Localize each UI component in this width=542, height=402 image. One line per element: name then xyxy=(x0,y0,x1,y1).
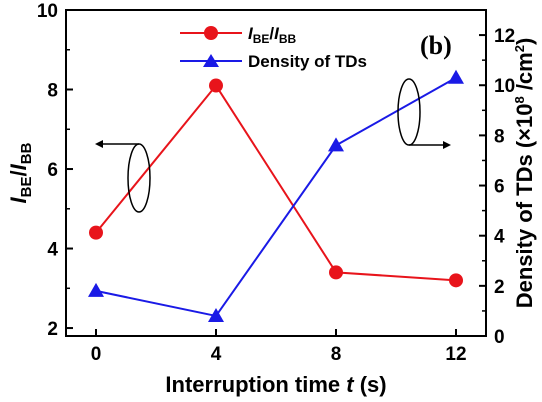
series-layer xyxy=(88,69,464,322)
x-tick-label: 0 xyxy=(91,344,102,365)
right-tick-label: 0 xyxy=(494,327,505,348)
data-point-density-tds xyxy=(448,69,464,84)
left-tick-label: 10 xyxy=(37,1,58,22)
series-line-density-tds xyxy=(95,76,457,318)
data-point-ibe-ibb xyxy=(209,78,223,93)
left-axis-title: IBE/IBB xyxy=(6,142,35,203)
legend-label-ibe-ibb: IBE/IBB xyxy=(248,24,297,46)
x-tick-label: 8 xyxy=(331,344,342,365)
left-pointer-arrowhead xyxy=(95,140,103,148)
left-axis-pointer-annotation xyxy=(95,140,151,213)
right-axis-pointer-annotation xyxy=(397,78,451,149)
legend-marker-triangle xyxy=(203,54,219,67)
right-tick-label: 12 xyxy=(494,26,515,47)
data-point-density-tds xyxy=(88,282,104,297)
legend-label-density: Density of TDs xyxy=(248,52,367,71)
left-axis-ticks: 2 4 6 8 10 xyxy=(37,1,73,340)
left-tick-label: 4 xyxy=(47,240,58,261)
right-axis-ticks: 0 2 4 6 8 10 12 xyxy=(479,26,515,348)
left-tick-label: 6 xyxy=(47,160,58,181)
x-tick-label: 4 xyxy=(211,344,222,365)
x-axis-title: Interruption time t (s) xyxy=(165,372,386,397)
left-tick-label: 8 xyxy=(47,81,58,102)
right-tick-label: 2 xyxy=(494,277,505,298)
series-line-ibe-ibb xyxy=(95,83,457,282)
data-point-density-tds xyxy=(328,137,344,152)
panel-label: (b) xyxy=(420,31,452,60)
right-tick-label: 6 xyxy=(494,177,505,198)
data-point-ibe-ibb xyxy=(449,273,463,288)
right-pointer-arrowhead xyxy=(443,141,451,149)
right-tick-label: 10 xyxy=(494,76,515,97)
left-pointer-ellipse xyxy=(127,143,151,213)
plot-area-frame xyxy=(65,9,487,337)
right-axis-title: Density of TDs (×108 /cm2) xyxy=(512,38,537,309)
data-point-ibe-ibb xyxy=(329,265,343,280)
data-point-ibe-ibb xyxy=(89,225,103,240)
right-tick-label: 4 xyxy=(494,227,505,248)
right-pointer-ellipse xyxy=(397,78,421,146)
x-axis-ticks: 0 4 8 12 xyxy=(91,329,467,365)
legend: IBE/IBB Density of TDs xyxy=(180,24,367,71)
x-tick-label: 12 xyxy=(445,344,466,365)
right-tick-label: 8 xyxy=(494,126,505,147)
data-point-density-tds xyxy=(208,307,224,322)
left-tick-label: 2 xyxy=(47,319,58,340)
legend-marker-circle xyxy=(204,26,218,40)
